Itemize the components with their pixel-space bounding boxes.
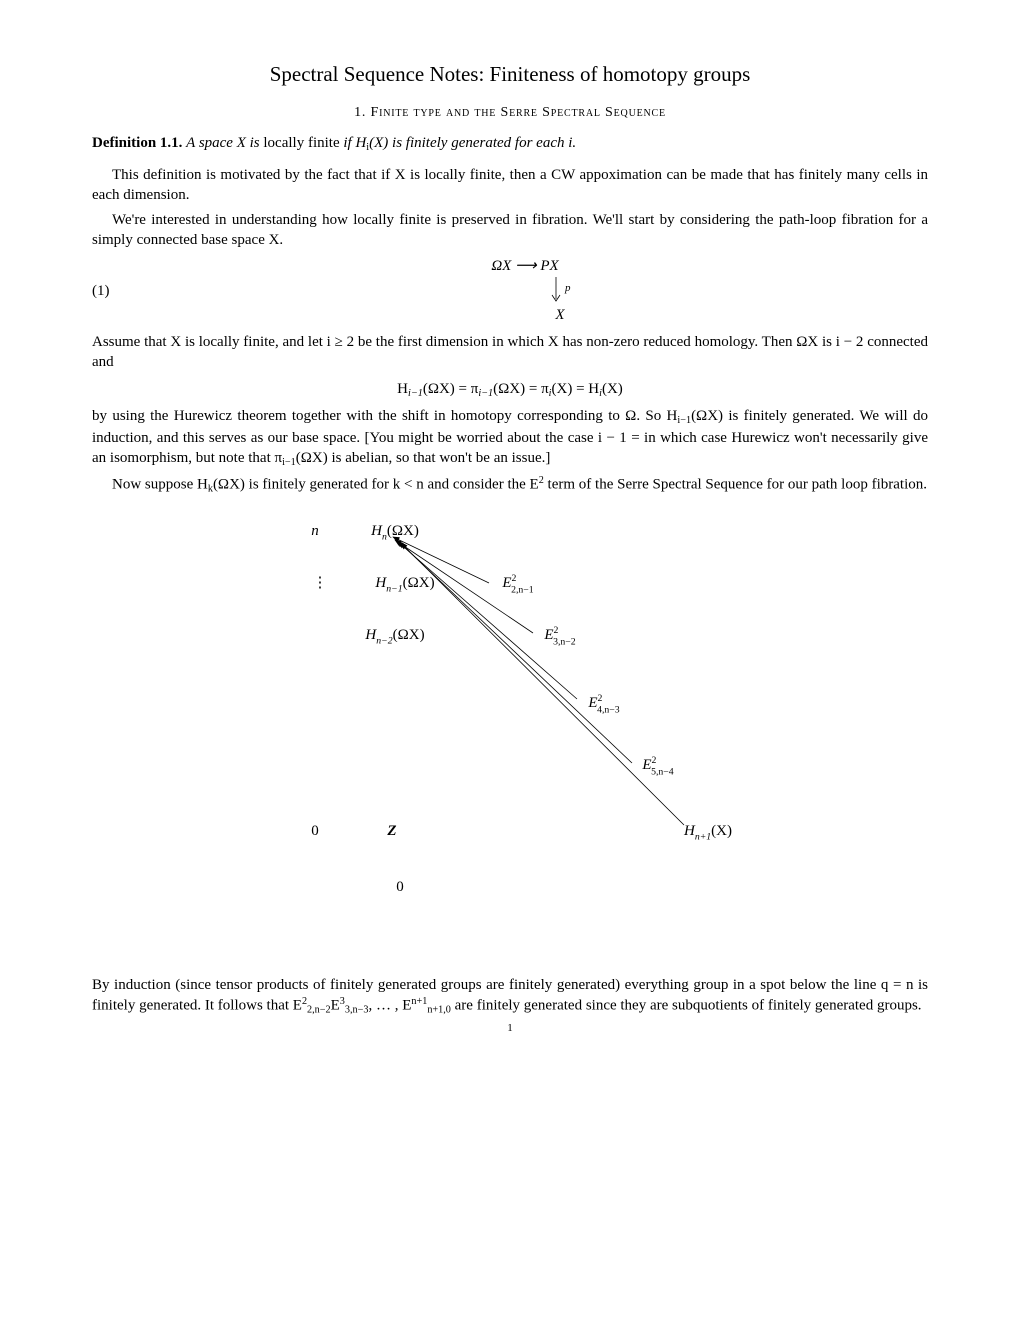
down-arrow-icon [551, 275, 565, 305]
diagram-node-Hn2: Hn−2(ΩX) [364, 627, 424, 647]
eq1-arrow-label: p [565, 281, 571, 296]
diagram-node-E4: E24,n−3 [587, 693, 619, 715]
eq1-number: (1) [92, 281, 122, 301]
para-1: This definition is motivated by the fact… [92, 165, 928, 206]
diagram-node-zero: 0 [311, 823, 319, 839]
def-label: Definition 1.1. [92, 135, 182, 151]
diagram-node-n: n [311, 523, 319, 539]
def-post2: (X) is finitely generated for each i. [369, 135, 576, 151]
para-3: Assume that X is locally finite, and let… [92, 332, 928, 373]
para-4: by using the Hurewicz theorem together w… [92, 406, 928, 470]
diagram-node-Z: Z [386, 823, 396, 839]
definition: Definition 1.1. A space X is locally fin… [92, 133, 928, 155]
spectral-sequence-diagram: n Hn(ΩX) ⋮ Hn−1(ΩX) E22,n−1 Hn−2(ΩX) E23,n−2 E2… [240, 505, 780, 945]
section-heading: 1. Finite type and the Serre Spectral Se… [92, 104, 928, 123]
equation-2: Hi−1(ΩX) = πi−1(ΩX) = πi(X) = Hi(X) [92, 379, 928, 401]
diagram-node-E2: E22,n−1 [501, 573, 533, 595]
eq1-top: ΩX ⟶ PX [491, 258, 558, 274]
diagram-node-dots: ⋮ [313, 575, 328, 591]
diagram-node-E3: E23,n−2 [543, 625, 575, 647]
def-post: if H [340, 135, 367, 151]
diagram-node-E5: E25,n−4 [641, 755, 673, 777]
diagram-node-Hn: Hn(ΩX) [370, 523, 419, 543]
diagram-node-zero2: 0 [396, 879, 404, 895]
def-term: locally finite [263, 135, 339, 151]
diagram-node-Hn1: Hn−1(ΩX) [374, 575, 434, 595]
para-2: We're interested in understanding how lo… [92, 210, 928, 251]
equation-1: (1) ΩX ⟶ PX p X [92, 256, 928, 326]
para-6: By induction (since tensor products of f… [92, 975, 928, 1018]
diagram-node-Hn1X: Hn+1(X) [683, 823, 732, 843]
page-number: 1 [92, 1021, 928, 1036]
def-pre: A space X is [186, 135, 263, 151]
eq1-body: ΩX ⟶ PX p X [122, 256, 928, 326]
para-5: Now suppose Hk(ΩX) is finitely generated… [92, 474, 928, 496]
page-title: Spectral Sequence Notes: Finiteness of h… [92, 60, 928, 88]
